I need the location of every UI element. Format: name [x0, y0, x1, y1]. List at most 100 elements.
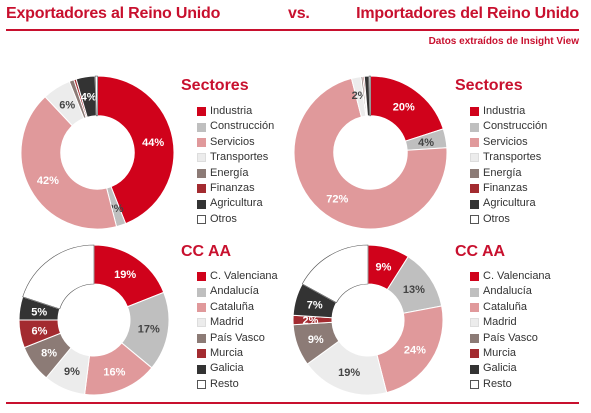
right-title: Importadores del Reino Unido	[356, 5, 579, 22]
legend-label: Servicios	[210, 135, 255, 148]
chart-title-importers-ccaa: CC AA	[455, 243, 506, 260]
legend-swatch	[197, 199, 206, 209]
slice-label-andalucia: 17%	[138, 324, 160, 336]
legend-swatch	[197, 107, 206, 117]
legend-label: País Vasco	[483, 331, 538, 344]
slice-resto	[301, 244, 369, 304]
slice-servicios	[20, 96, 118, 230]
legend-swatch	[470, 184, 479, 194]
legend-label: Transportes	[483, 151, 542, 164]
legend-swatch	[470, 107, 479, 117]
slice-label-servicios: 72%	[326, 193, 348, 205]
legend-item-andalucia: Andalucía	[197, 284, 278, 299]
chart-title-exporters-ccaa: CC AA	[181, 243, 232, 260]
legend-label: Andalucía	[483, 285, 532, 298]
legend-item-c-valenciana: C. Valenciana	[197, 269, 278, 284]
legend-swatch	[470, 287, 479, 297]
legend-swatch	[197, 287, 206, 297]
legend-label: Finanzas	[483, 182, 528, 195]
slice-otros	[94, 75, 98, 117]
donut-chart-importers-ccaa: 9% 13% 24% 19% 9% 2% 7%	[292, 244, 444, 396]
legend-item-energia: Energía	[470, 166, 547, 181]
slice-label-industria: 44%	[142, 137, 164, 149]
legend-swatch	[470, 153, 479, 163]
slice-label-cataluna: 24%	[404, 345, 426, 357]
legend-swatch	[470, 303, 479, 313]
legend-label: Madrid	[483, 316, 517, 329]
legend-swatch	[197, 318, 206, 328]
legend-item-servicios: Servicios	[197, 135, 274, 150]
source-note: Datos extraídos de Insight View	[428, 36, 579, 47]
donut-chart-exporters-sectors: 44%2%42%6%4%	[20, 75, 175, 230]
slice-label-madrid: 19%	[338, 367, 360, 379]
legend-importers-sectors: Industria Construcción Servicios Transporte…	[470, 104, 547, 227]
legend-item-transportes: Transportes	[197, 150, 274, 165]
legend-label: Resto	[483, 377, 512, 390]
legend-swatch	[197, 349, 206, 359]
chart-title-exporters-sectors: Sectores	[181, 77, 249, 94]
legend-item-finanzas: Finanzas	[197, 181, 274, 196]
legend-item-galicia: Galicia	[197, 361, 278, 376]
legend-item-energia: Energía	[197, 166, 274, 181]
slice-label-pais-vasco: 9%	[308, 334, 324, 346]
legend-label: Galicia	[210, 362, 244, 375]
versus-label: vs.	[288, 5, 310, 22]
legend-swatch	[197, 153, 206, 163]
slice-industria	[97, 75, 175, 225]
legend-swatch	[197, 184, 206, 194]
legend-swatch	[197, 272, 206, 282]
legend-item-andalucia: Andalucía	[470, 284, 551, 299]
legend-label: Transportes	[210, 151, 269, 164]
donut-chart-importers-sectors: 20%4%72%2%	[293, 75, 448, 230]
legend-item-pais-vasco: País Vasco	[197, 331, 278, 346]
legend-swatch	[197, 380, 206, 390]
slice-label-andalucia: 13%	[403, 284, 425, 296]
slice-label-murcia: 6%	[32, 325, 48, 337]
legend-label: C. Valenciana	[210, 270, 278, 282]
legend-swatch	[470, 168, 479, 178]
legend-label: País Vasco	[210, 331, 265, 344]
legend-swatch	[470, 122, 479, 132]
legend-item-c-valenciana: C. Valenciana	[470, 269, 551, 284]
legend-label: Construcción	[210, 120, 275, 133]
legend-label: Otros	[210, 212, 237, 225]
legend-swatch	[197, 215, 206, 225]
chart-title-importers-sectors: Sectores	[455, 77, 523, 94]
legend-label: Industria	[210, 105, 253, 117]
legend-importers-ccaa: C. Valenciana Andalucía Cataluña Madrid País…	[470, 269, 551, 392]
legend-label: Andalucía	[210, 285, 259, 298]
legend-item-resto: Resto	[197, 377, 278, 392]
legend-label: Galicia	[483, 362, 517, 375]
donut-chart-exporters-ccaa: 19% 17% 16% 9% 8% 6% 5%	[18, 244, 170, 396]
legend-item-industria: Industria	[197, 104, 274, 119]
legend-swatch	[470, 364, 479, 374]
slice-cataluna	[376, 305, 444, 394]
legend-swatch	[197, 168, 206, 178]
legend-item-servicios: Servicios	[470, 135, 547, 150]
legend-label: Otros	[483, 212, 510, 225]
legend-item-murcia: Murcia	[197, 346, 278, 361]
legend-item-otros: Otros	[197, 212, 274, 227]
slice-label-murcia: 2%	[303, 315, 319, 327]
slice-label-agricultura: 4%	[81, 92, 97, 104]
slice-label-galicia: 7%	[307, 300, 323, 312]
legend-label: C. Valenciana	[483, 270, 551, 282]
legend-label: Industria	[483, 105, 526, 117]
legend-exporters-sectors: Industria Construcción Servicios Transporte…	[197, 104, 274, 227]
slice-label-construccion: 4%	[418, 137, 434, 149]
slice-label-galicia: 5%	[31, 306, 47, 318]
slice-label-servicios: 42%	[37, 175, 59, 187]
header-rule	[6, 29, 579, 31]
legend-item-galicia: Galicia	[470, 361, 551, 376]
legend-swatch	[197, 303, 206, 313]
legend-swatch	[470, 215, 479, 225]
legend-swatch	[470, 333, 479, 343]
left-title: Exportadores al Reino Unido	[6, 5, 221, 22]
slice-otros	[368, 75, 371, 117]
slice-label-transportes: 6%	[59, 100, 75, 112]
legend-label: Energía	[483, 166, 522, 179]
legend-item-murcia: Murcia	[470, 346, 551, 361]
legend-label: Finanzas	[210, 182, 255, 195]
legend-swatch	[470, 349, 479, 359]
legend-item-agricultura: Agricultura	[470, 196, 547, 211]
